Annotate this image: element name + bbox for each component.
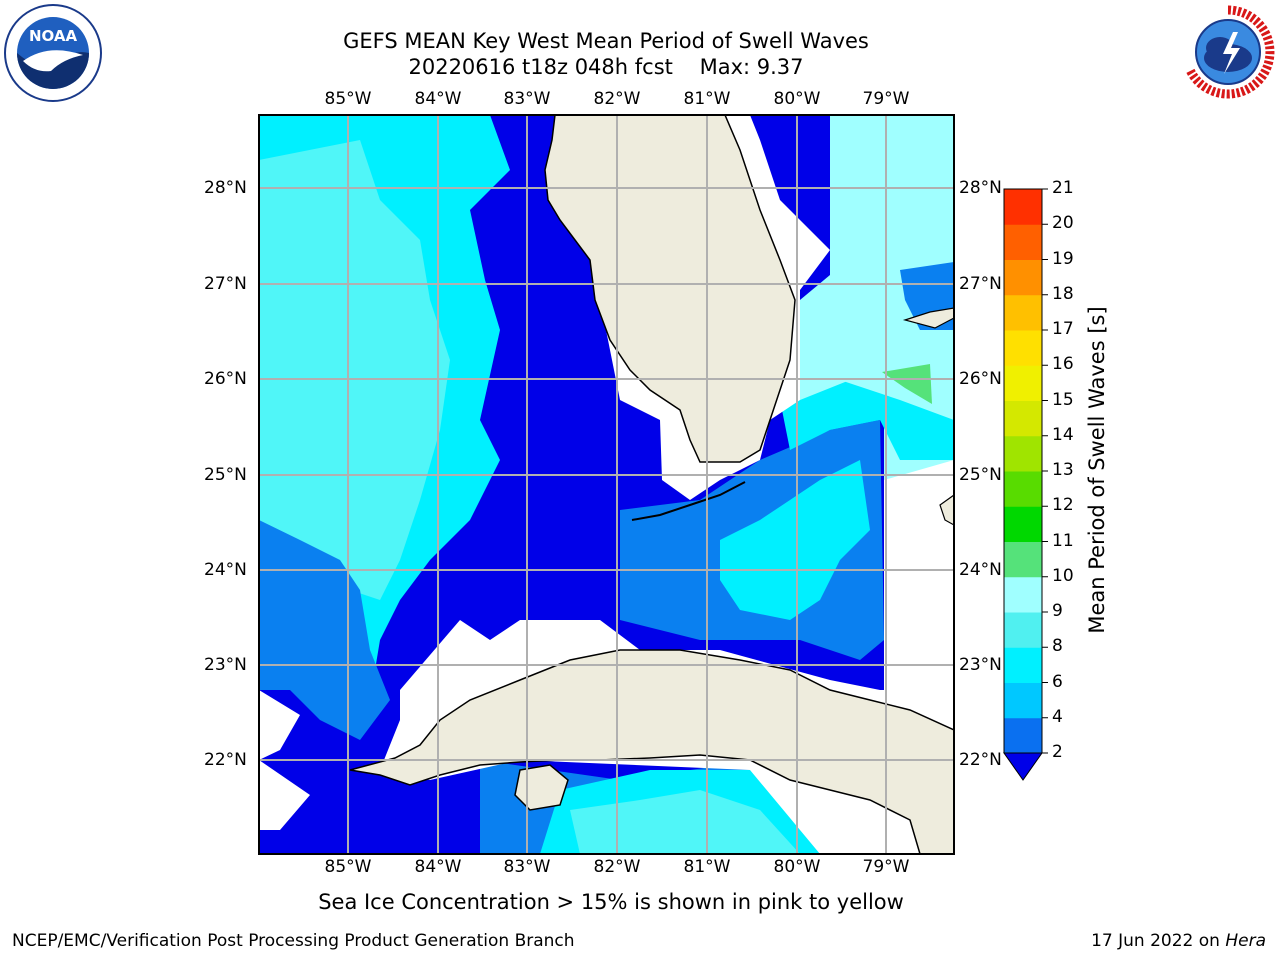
lon-label-top-84w: 84°W: [414, 89, 462, 109]
colorbar-segment: [1004, 365, 1042, 401]
lat-label-right-25n: 25°N: [959, 465, 1002, 485]
lat-label-right-26n: 26°N: [959, 369, 1002, 389]
field-green-patch: [882, 364, 932, 404]
lat-label-right-24n: 24°N: [959, 560, 1002, 580]
colorbar-tick-label: 9: [1052, 601, 1063, 621]
lon-label-top-79w: 79°W: [862, 89, 910, 109]
colorbar-segment: [1004, 541, 1042, 578]
colorbar-tick-label: 21: [1052, 178, 1074, 198]
noaa-logo: NOAA: [3, 3, 103, 103]
lat-label-left-25n: 25°N: [204, 465, 247, 485]
colorbar-tick-label: 2: [1052, 742, 1063, 762]
colorbar-segment: [1004, 224, 1042, 260]
colorbar-segment: [1004, 506, 1042, 542]
colorbar-segment: [1004, 435, 1042, 472]
field-blue-west: [259, 520, 390, 740]
lat-label-right-27n: 27°N: [959, 274, 1002, 294]
field-cyan-straits: [720, 460, 870, 620]
colorbar-tick-label: 11: [1052, 530, 1074, 551]
colorbar-segment: [1004, 259, 1042, 296]
colorbar-tick-label: 17: [1052, 319, 1074, 339]
map-subtitle-run-info: 20220616 t18z 048h fcst Max: 9.37: [408, 55, 804, 79]
colorbar-tick-label: 8: [1052, 636, 1063, 657]
lon-label-top-80w: 80°W: [773, 89, 821, 109]
colorbar-tick-label: 18: [1052, 283, 1074, 304]
sea-ice-note: Sea Ice Concentration > 15% is shown in …: [318, 890, 904, 914]
lon-label-top-82w: 82°W: [593, 89, 641, 109]
colorbar-tick-label: 19: [1052, 248, 1074, 269]
field-pale-west: [259, 140, 450, 600]
lat-label-left-27n: 27°N: [204, 274, 247, 294]
map-title: GEFS MEAN Key West Mean Period of Swell …: [343, 29, 869, 53]
colorbar-under-arrow: [1003, 752, 1043, 781]
graticule: [259, 115, 954, 854]
colorbar-segment: [1004, 294, 1042, 331]
field-cyan-bahamas: [780, 380, 954, 460]
colorbar-label: Mean Period of Swell Waves [s]: [1085, 306, 1109, 634]
land-andros: [939, 494, 954, 526]
colorbar-segment: [1004, 576, 1042, 613]
lon-label-bottom-79w: 79°W: [862, 857, 910, 877]
colorbar-tick-label: 13: [1052, 460, 1074, 480]
lon-label-bottom-84w: 84°W: [414, 857, 462, 877]
footer-credit: NCEP/EMC/Verification Post Processing Pr…: [12, 931, 575, 951]
lat-label-left-24n: 24°N: [204, 560, 247, 580]
lat-label-right-28n: 28°N: [959, 178, 1002, 198]
colorbar-segment: [1004, 330, 1042, 366]
colorbar-segment: [1004, 189, 1042, 225]
lat-label-left-23n: 23°N: [204, 655, 247, 675]
lon-label-bottom-83w: 83°W: [503, 857, 551, 877]
colorbar-tick-label: 10: [1052, 565, 1074, 586]
footer-host: Hera: [1225, 931, 1266, 951]
lon-label-top-83w: 83°W: [503, 89, 551, 109]
lat-label-left-22n: 22°N: [204, 750, 247, 770]
colorbar-tick-label: 12: [1052, 495, 1074, 516]
nodata-west-edge: [259, 690, 310, 830]
lon-label-bottom-81w: 81°W: [683, 857, 731, 877]
colorbar-segment: [1004, 612, 1042, 648]
colorbar: [1003, 188, 1048, 781]
colorbar-segment: [1004, 682, 1042, 719]
land-isla-juventud: [514, 764, 569, 811]
lon-label-top-85w: 85°W: [324, 89, 372, 109]
lon-label-top-81w: 81°W: [683, 89, 731, 109]
colorbar-tick-label: 15: [1052, 389, 1074, 410]
colorbar-segment: [1004, 471, 1042, 507]
lat-label-left-26n: 26°N: [204, 369, 247, 389]
colorbar-segment: [1004, 647, 1042, 683]
map-frame: [258, 114, 955, 855]
lon-label-bottom-85w: 85°W: [324, 857, 372, 877]
lon-label-bottom-80w: 80°W: [773, 857, 821, 877]
colorbar-tick-label: 4: [1052, 706, 1063, 727]
lat-label-right-23n: 23°N: [959, 655, 1002, 675]
colorbar-tick-label: 16: [1052, 354, 1074, 375]
footer-date-text: 17 Jun 2022 on: [1091, 931, 1226, 951]
lon-label-bottom-82w: 82°W: [593, 857, 641, 877]
svg-text:NOAA: NOAA: [29, 27, 78, 45]
footer-date: 17 Jun 2022 on Hera: [1091, 931, 1266, 951]
florida-keys: [631, 481, 746, 521]
colorbar-segment: [1004, 717, 1042, 754]
lat-label-right-22n: 22°N: [959, 750, 1002, 770]
colorbar-tick-label: 6: [1052, 671, 1063, 692]
colorbar-tick-label: 14: [1052, 424, 1074, 445]
colorbar-segment: [1004, 400, 1042, 437]
field-lightcyan-south: [570, 790, 800, 854]
lat-label-left-28n: 28°N: [204, 178, 247, 198]
land-grand-bahama: [902, 307, 954, 329]
land-florida: [544, 115, 796, 463]
nws-logo: [1178, 2, 1278, 102]
colorbar-tick-label: 20: [1052, 213, 1074, 234]
